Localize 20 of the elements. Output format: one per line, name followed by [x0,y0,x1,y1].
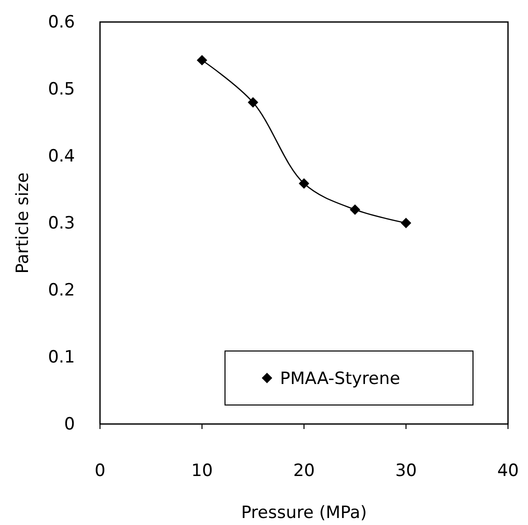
x-tick-label: 0 [94,461,106,482]
y-tick-label: 0.3 [48,213,75,234]
x-tick-label: 20 [293,461,315,482]
y-tick-label: 0.5 [48,79,75,100]
y-tick-label: 0.4 [48,146,75,166]
legend-label: PMAA-Styrene [280,369,400,389]
point [196,54,208,66]
point [248,97,258,108]
x-tick-label: 40 [497,461,519,482]
point [400,218,412,228]
x-tick-label: 30 [395,461,417,482]
y-axis-title: Particle size [13,172,33,274]
x-axis-title: Pressure (MPa) [241,503,367,523]
y-tick-label: 0.6 [48,12,75,32]
y-tick-label: 0 [64,414,75,434]
point [298,178,310,189]
point [350,204,360,215]
y-tick-label: 0.2 [48,280,75,300]
x-tick-label: 10 [191,461,213,482]
y-tick-label: 0.1 [48,347,75,368]
